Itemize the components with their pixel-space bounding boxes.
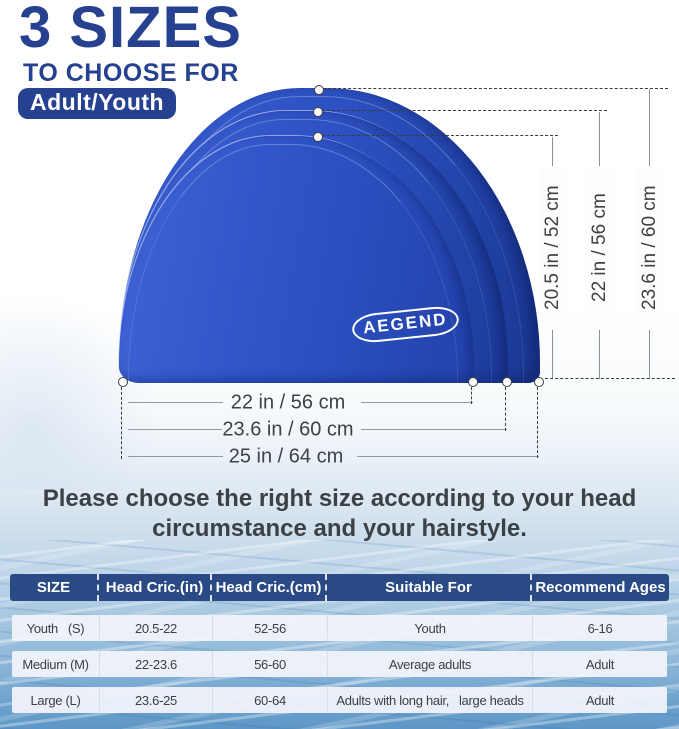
table-row: Medium (M) 22-23.6 56-60 Average adults … <box>12 651 667 677</box>
cell-suitable-for: Adults with long hair, large heads <box>327 687 532 713</box>
leader-line <box>323 88 668 89</box>
width-dimension-label: 22 in / 56 cm <box>230 391 346 414</box>
extension-line <box>121 387 122 459</box>
dimension-marker-dot <box>118 377 128 387</box>
page-subtitle: TO CHOOSE FOR <box>23 59 239 87</box>
dimension-marker-dot <box>313 107 323 117</box>
header-suitable-for: Suitable For <box>325 574 530 601</box>
table-row: Youth (S) 20.5-22 52-56 Youth 6-16 <box>12 615 667 641</box>
dimension-line-horizontal <box>128 429 222 430</box>
width-dimension-label: 23.6 in / 60 cm <box>222 418 354 441</box>
header-recommend-ages: Recommend Ages <box>530 574 669 601</box>
cell-recommend-ages: Adult <box>532 651 667 677</box>
dimension-line-horizontal <box>361 402 473 403</box>
extension-line <box>471 387 472 404</box>
cell-head-cric-in: 20.5-22 <box>99 615 212 641</box>
header-head-cric-in: Head Cric.(in) <box>97 574 210 601</box>
dimension-line-horizontal <box>128 402 223 403</box>
dimension-line-horizontal <box>361 429 507 430</box>
dimension-marker-dot <box>534 377 544 387</box>
page-title: 3 SIZES <box>19 0 242 60</box>
header-head-cric-cm: Head Cric.(cm) <box>210 574 325 601</box>
height-dimension-label: 20.5 in / 52 cm <box>539 166 567 330</box>
cell-head-cric-cm: 56-60 <box>212 651 327 677</box>
cell-recommend-ages: 6-16 <box>532 615 667 641</box>
extension-line <box>537 387 538 458</box>
cell-head-cric-cm: 52-56 <box>212 615 327 641</box>
cell-size: Youth (S) <box>26 620 85 636</box>
size-advice-note: Please choose the right size according t… <box>42 485 637 542</box>
dimension-marker-dot <box>468 377 478 387</box>
cell-suitable-for: Youth <box>327 615 532 641</box>
height-dimension-label: 22 in / 56 cm <box>586 166 614 330</box>
dimension-line-horizontal <box>357 456 539 457</box>
cell-head-cric-in: 22-23.6 <box>99 651 212 677</box>
cell-recommend-ages: Adult <box>532 687 667 713</box>
size-table-header: SIZE Head Cric.(in) Head Cric.(cm) Suita… <box>10 574 669 601</box>
cell-size: Medium (M) <box>22 656 89 672</box>
dimension-marker-dot <box>313 132 323 142</box>
header-size: SIZE <box>36 579 71 596</box>
leader-line <box>322 135 558 136</box>
width-dimension-label: 25 in / 64 cm <box>228 445 344 468</box>
dimension-line-horizontal <box>128 456 223 457</box>
extension-line <box>505 387 506 431</box>
cell-size: Large (L) <box>30 692 81 708</box>
table-row: Large (L) 23.6-25 60-64 Adults with long… <box>12 687 667 713</box>
dimension-marker-dot <box>314 85 324 95</box>
cell-head-cric-cm: 60-64 <box>212 687 327 713</box>
audience-badge: Adult/Youth <box>18 88 177 119</box>
height-dimension-label: 23.6 in / 60 cm <box>636 166 664 330</box>
cell-suitable-for: Average adults <box>327 651 532 677</box>
cell-head-cric-in: 23.6-25 <box>99 687 212 713</box>
reference-line <box>545 378 675 379</box>
dimension-marker-dot <box>502 377 512 387</box>
leader-line <box>322 110 607 111</box>
